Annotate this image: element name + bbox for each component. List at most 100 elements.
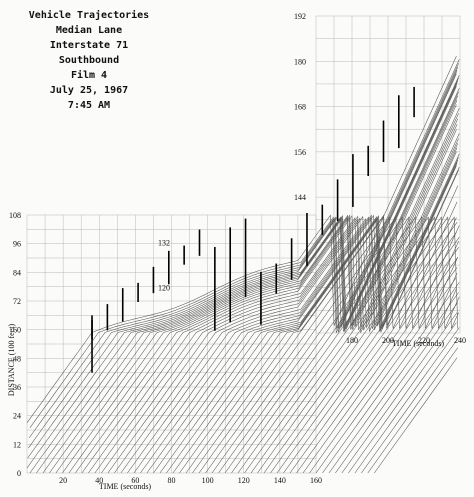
x-tick-label: 60	[131, 476, 139, 485]
x-tick-label: 160	[310, 476, 322, 485]
trajectory-line	[348, 322, 457, 474]
trajectory-line	[49, 83, 458, 474]
y-tick-label: 72	[13, 297, 21, 306]
trajectory-line	[159, 153, 460, 474]
title-line: Interstate 71	[49, 40, 129, 51]
axis-layer: 0 12 24 36 48 60 72 84 96 108 20 40 60 80 100 120 140 160…	[9, 12, 466, 485]
y-tick-label: 168	[294, 103, 306, 112]
trajectory-line	[26, 73, 457, 469]
trajectory-line	[153, 151, 457, 474]
shock-bar-layer	[91, 86, 415, 373]
y-tick-label: 60	[13, 326, 21, 335]
title-line: Median Lane	[55, 25, 123, 36]
y-tick-label: 84	[13, 268, 21, 277]
trajectory-line	[218, 216, 457, 474]
trajectory-line	[88, 104, 457, 474]
trajectory-line	[75, 95, 459, 474]
trajectory-line	[361, 337, 459, 474]
trajectory-line	[198, 169, 459, 474]
x-axis-label-lower: TIME (seconds)	[99, 482, 152, 491]
trajectory-line	[107, 118, 459, 474]
y-tick-label: 108	[9, 211, 21, 220]
x-tick-label: 180	[346, 336, 358, 345]
x-tick-label: 200	[382, 336, 394, 345]
trajectory-line	[28, 66, 459, 449]
y-tick-label: 96	[13, 240, 21, 249]
x-tick-label: 40	[95, 476, 103, 485]
trajectory-line	[205, 185, 459, 474]
trajectory-line	[101, 113, 459, 474]
y-tick-label: 156	[294, 148, 306, 157]
x-tick-label: 20	[59, 476, 67, 485]
trajectory-line	[133, 138, 459, 474]
x-axis-label-upper: TIME (seconds)	[392, 339, 445, 348]
x-tick-label: 140	[274, 476, 286, 485]
trajectory-line	[263, 216, 459, 474]
trajectory-line	[283, 232, 457, 474]
trajectory-line	[42, 80, 459, 474]
trajectory-line	[302, 257, 459, 474]
y-tick-label: 144	[294, 193, 306, 202]
x-tick-label: 100	[202, 476, 214, 485]
grid-layer	[26, 15, 461, 474]
y-tick-label: 36	[13, 383, 21, 392]
trajectory-line	[94, 107, 460, 474]
y-tick-label: 48	[13, 354, 21, 363]
trajectory-line	[114, 124, 458, 474]
x-tick-label: 220	[418, 336, 430, 345]
trajectory-line	[322, 282, 460, 474]
title-line: Film 4	[70, 70, 108, 81]
y-axis-label: DISTANCE (100 feet)	[7, 324, 16, 397]
x-tick-label: 80	[168, 476, 176, 485]
y-tick-label: 132	[158, 238, 170, 247]
trajectory-line	[231, 216, 459, 474]
trajectory-line	[140, 143, 459, 474]
trajectory-line	[179, 162, 458, 474]
y-tick-label: 0	[17, 469, 21, 478]
y-tick-label: 192	[294, 12, 306, 21]
chart-title-block: Vehicle Trajectories Median Lane Interst…	[14, 8, 164, 113]
y-tick-label: 180	[294, 57, 306, 66]
trajectory-line	[367, 347, 459, 474]
trajectory-line	[120, 129, 457, 474]
trajectory-line	[26, 55, 457, 423]
y-tick-label: 120	[158, 284, 170, 293]
trajectory-line	[257, 216, 460, 474]
trajectory-line	[166, 157, 459, 474]
trajectory-line	[68, 91, 459, 474]
trajectory-line	[276, 222, 458, 474]
trajectory-line	[328, 292, 459, 474]
trajectory-line	[224, 216, 460, 474]
trajectory-line	[309, 267, 458, 474]
x-tick-label: 240	[454, 336, 466, 345]
y-tick-label: 12	[13, 440, 21, 449]
trajectory-line	[270, 216, 459, 474]
trajectory-line	[27, 70, 458, 459]
trajectory-line	[185, 165, 457, 474]
trajectory-line	[315, 277, 457, 474]
y-tick-label: 24	[13, 412, 21, 421]
trajectory-line	[244, 216, 458, 474]
trajectory-line	[289, 237, 460, 474]
trajectory-line	[36, 77, 459, 474]
trajectory-line	[335, 302, 459, 474]
title-line: Southbound	[58, 55, 120, 66]
trajectory-line	[374, 357, 458, 474]
title-line: 7:45 AM	[67, 100, 111, 111]
title-line: July 25, 1967	[49, 85, 129, 96]
trajectory-line	[250, 216, 457, 474]
trajectory-line	[127, 133, 460, 474]
trajectory-layer	[26, 55, 460, 474]
trajectory-line	[341, 312, 458, 474]
trajectory-line	[29, 74, 460, 474]
x-tick-label: 120	[238, 476, 250, 485]
trajectory-line	[237, 216, 459, 474]
trajectory-line	[354, 327, 460, 474]
trajectory-line	[146, 147, 458, 474]
trajectory-line	[211, 201, 458, 474]
trajectory-line	[296, 247, 459, 474]
title-line: Vehicle Trajectories	[28, 10, 150, 21]
trajectory-line	[192, 166, 460, 474]
